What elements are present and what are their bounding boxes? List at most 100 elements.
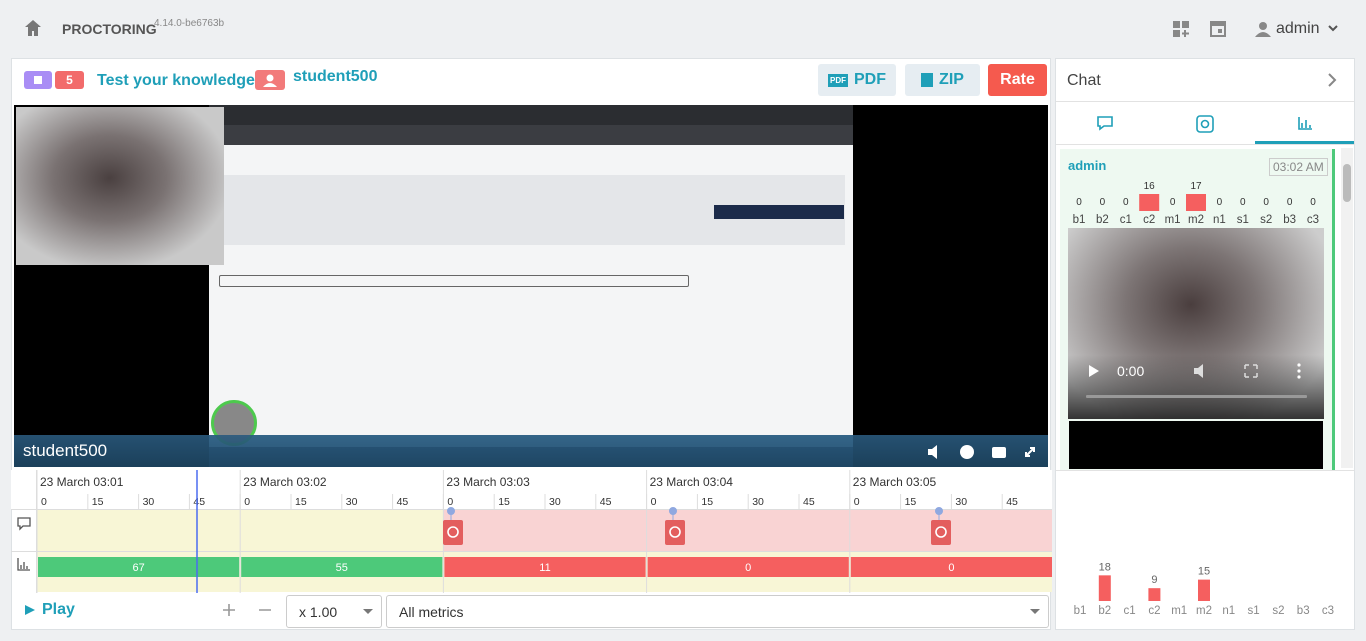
metric-segment (241, 557, 443, 577)
minute-label: 23 March 03:02 (243, 475, 327, 489)
event-marker (443, 520, 463, 545)
metric-value: 0 (1240, 197, 1246, 208)
metric-segment (444, 557, 646, 577)
second-label: 15 (498, 496, 510, 508)
bar (1198, 579, 1210, 601)
metric-value: 0 (1123, 197, 1129, 208)
events-row-late (443, 510, 1052, 551)
app-version: 4.14.0-be6763b (154, 18, 225, 29)
x-tick-label: c1 (1124, 605, 1136, 617)
dashboard-icon[interactable] (1172, 20, 1190, 38)
user-name[interactable]: admin (1276, 20, 1320, 37)
timeline[interactable]: 23 March 03:01 0 15 30 45 67 23 March 03:02 0 15… (11, 470, 1052, 593)
second-label: 0 (447, 496, 453, 508)
second-label: 15 (701, 496, 713, 508)
second-label: 0 (854, 496, 860, 508)
second-label: 15 (905, 496, 917, 508)
message-metrics: 0 b1 0 b2 0 c1 16 c2 0 m1 17 m2 0 n1 0 s1 0 s2 0 b3 0 c3 (1073, 181, 1319, 226)
second-label: 0 (244, 496, 250, 508)
user-caret[interactable] (1328, 25, 1338, 33)
x-tick-label: n1 (1222, 605, 1235, 617)
metric-segment (38, 557, 240, 577)
chat-title: Chat (1067, 72, 1101, 89)
message-video-controls[interactable] (1086, 362, 1310, 402)
second-label: 15 (92, 496, 104, 508)
second-label: 45 (803, 496, 815, 508)
pdf-label: PDF (854, 71, 886, 88)
event-dot (669, 507, 677, 515)
metric-segment (647, 557, 849, 577)
ruler-bg (11, 470, 1052, 509)
x-tick-label: s1 (1248, 605, 1260, 617)
event-dot (447, 507, 455, 515)
x-tick-label: b1 (1074, 605, 1087, 617)
speed-select[interactable]: x 1.00 (286, 595, 382, 628)
metric-value: 0 (1170, 197, 1176, 208)
count-badge: 5 (55, 71, 84, 89)
metric-category: s2 (1260, 214, 1272, 226)
second-label: 0 (651, 496, 657, 508)
metrics-chart: b1 18 b2 c1 9 c2 m1 15 m2 n1 s1 s2 b3 c3 (1074, 561, 1334, 617)
metric-flag (1186, 194, 1206, 211)
second-label: 45 (193, 496, 205, 508)
home-icon[interactable] (24, 19, 42, 37)
message-video-time: 0:00 (1117, 363, 1145, 379)
event-marker (931, 520, 951, 545)
second-label: 45 (600, 496, 612, 508)
second-label: 30 (143, 496, 155, 508)
second-label: 15 (295, 496, 307, 508)
exam-title[interactable]: Test your knowledge (97, 72, 255, 89)
metric-value: 55 (336, 562, 348, 574)
metric-category: b3 (1283, 214, 1296, 226)
metric-value: 0 (1217, 197, 1223, 208)
x-tick-label: b3 (1297, 605, 1310, 617)
play-button[interactable]: Play (42, 601, 75, 618)
video-student-label: student500 (23, 441, 108, 460)
metric-value: 11 (539, 562, 550, 574)
metric-value: 16 (1144, 181, 1156, 192)
x-tick-label: s2 (1272, 605, 1284, 617)
screen-share (209, 105, 853, 435)
event-face (669, 526, 681, 538)
video-area: student500 (14, 105, 1048, 467)
rate-button[interactable]: Rate (988, 64, 1047, 96)
second-label: 45 (397, 496, 409, 508)
x-tick-label: b2 (1098, 605, 1111, 617)
pdf-button[interactable]: PDF PDF (818, 64, 896, 96)
collapse-icon[interactable] (1327, 73, 1337, 87)
metric-category: b1 (1073, 214, 1086, 226)
zoom-buttons[interactable] (222, 603, 282, 617)
message-author: admin (1068, 158, 1107, 173)
speed-value: x 1.00 (299, 604, 338, 620)
second-label: 30 (549, 496, 561, 508)
metric-category: b2 (1096, 214, 1109, 226)
message-video-2 (1069, 421, 1323, 469)
minute-label: 23 March 03:05 (853, 475, 937, 489)
event-marker (665, 520, 685, 545)
scrollbar[interactable] (1341, 148, 1353, 468)
event-dot (935, 507, 943, 515)
event-face (935, 526, 947, 538)
video-controls[interactable] (926, 442, 1041, 462)
metric-category: c1 (1120, 214, 1132, 226)
top-bar: PROCTORING 4.14.0-be6763b admin (0, 0, 1366, 57)
zip-label: ZIP (939, 71, 964, 88)
minute-label: 23 March 03:03 (446, 475, 530, 489)
metric-value: 0 (948, 562, 954, 574)
student-name[interactable]: student500 (293, 68, 378, 85)
user-icon (1255, 22, 1271, 37)
metric-value: 0 (745, 562, 751, 574)
metrics-select[interactable]: All metrics (386, 595, 1049, 628)
calendar-icon[interactable] (1210, 19, 1226, 37)
x-tick-label: m2 (1196, 605, 1212, 617)
events-icon (17, 517, 31, 531)
bar-value: 15 (1198, 566, 1210, 578)
chat-tabs[interactable] (1056, 103, 1354, 145)
minute-label: 23 March 03:04 (650, 475, 734, 489)
metric-category: n1 (1213, 214, 1226, 226)
zip-button[interactable]: ZIP (905, 64, 980, 96)
play-icon[interactable] (24, 604, 36, 616)
metric-value: 67 (132, 562, 144, 574)
app-name: PROCTORING (62, 21, 157, 37)
metrics-value: All metrics (399, 604, 464, 620)
